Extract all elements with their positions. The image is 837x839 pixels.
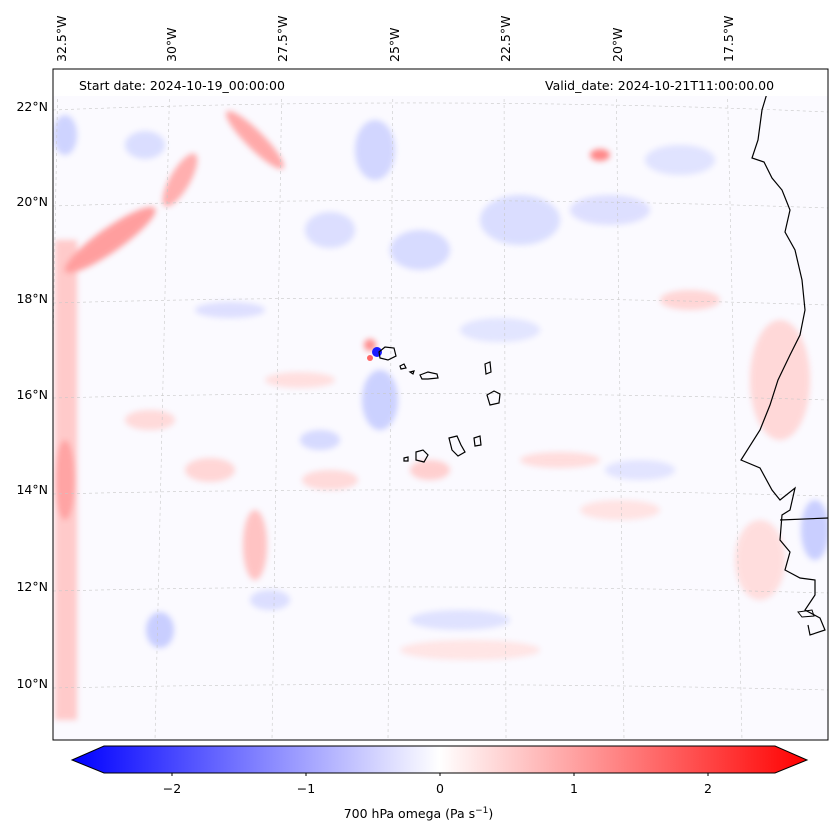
santo-antao [378,346,397,361]
cape-verde-islands [378,346,501,463]
omega-field [53,111,828,720]
colorbar-title-end: ) [488,806,494,822]
start-date-label: Start date: 2024-10-19_00:00:00 [79,78,285,93]
colorbar [70,745,809,776]
colorbar-title-text: 700 hPa omega (Pa s [343,806,476,822]
graticule [53,69,828,740]
colorbar-tick-0: 0 [436,781,444,796]
colorbar-title: 700 hPa omega (Pa s−1) [0,806,837,821]
omega-map [52,68,829,741]
brava [403,456,409,462]
header-band [53,69,828,96]
lat-label-12n: 12°N [16,579,48,594]
colorbar-tick-2: 2 [704,781,712,796]
africa-coastline [740,89,828,636]
lat-label-22n: 22°N [16,99,48,114]
colorbar-body [70,745,809,774]
lat-label-14n: 14°N [16,482,48,497]
lat-label-10n: 10°N [16,676,48,691]
valid-date-label: Valid_date: 2024-10-21T11:00:00.00 [545,78,775,93]
sao-nicolau [419,371,439,380]
colorbar-ticks [171,773,709,776]
colorbar-tick-neg1: −1 [296,781,316,796]
colorbar-tick-1: 1 [570,781,578,796]
sao-vicente [399,363,407,370]
santiago [448,435,466,457]
sal [484,361,492,375]
colorbar-tick-neg2: −2 [162,781,182,796]
map-frame [52,68,829,741]
lat-label-16n: 16°N [16,387,48,402]
lat-label-18n: 18°N [16,291,48,306]
fogo [415,449,429,463]
boa-vista [486,390,501,406]
coast-islands [797,609,815,618]
omega-minimum [372,347,382,357]
maio [473,435,482,447]
lat-label-20n: 20°N [16,194,48,209]
santa-luzia [408,370,415,375]
colorbar-title-sup: −1 [475,806,489,816]
